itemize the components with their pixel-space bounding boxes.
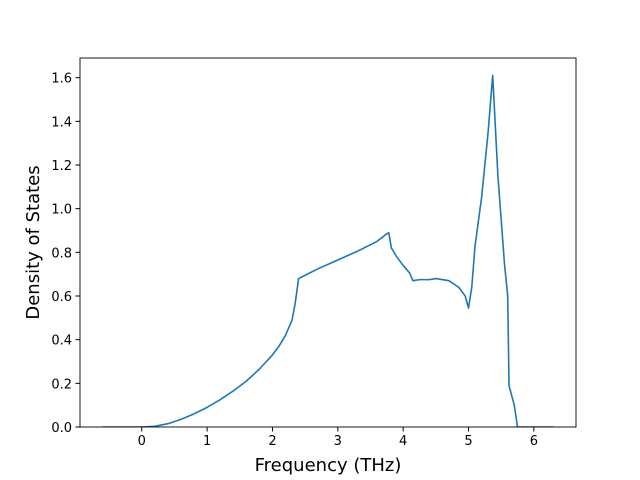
y-tick-label: 0.8 [51,246,72,261]
y-tick-label: 1.4 [51,115,72,130]
y-tick-label: 1.2 [51,159,72,174]
x-tick-label: 1 [203,434,211,449]
x-tick-label: 0 [138,434,146,449]
y-tick-label: 0.4 [51,334,72,349]
y-axis-label: Density of States [23,165,44,319]
x-tick-label: 6 [530,434,538,449]
y-tick-label: 0.2 [51,377,72,392]
y-tick-label: 1.0 [51,203,72,218]
x-tick-label: 4 [399,434,407,449]
y-tick-label: 0.6 [51,290,72,305]
y-tick-label: 0.0 [51,421,72,436]
x-axis-label: Frequency (THz) [255,455,402,476]
axes-frame [79,57,577,428]
x-tick-label: 2 [268,434,276,449]
y-tick-label: 1.6 [51,72,72,87]
x-tick-label: 5 [464,434,472,449]
x-tick-label: 3 [334,434,342,449]
data-line [102,74,554,427]
